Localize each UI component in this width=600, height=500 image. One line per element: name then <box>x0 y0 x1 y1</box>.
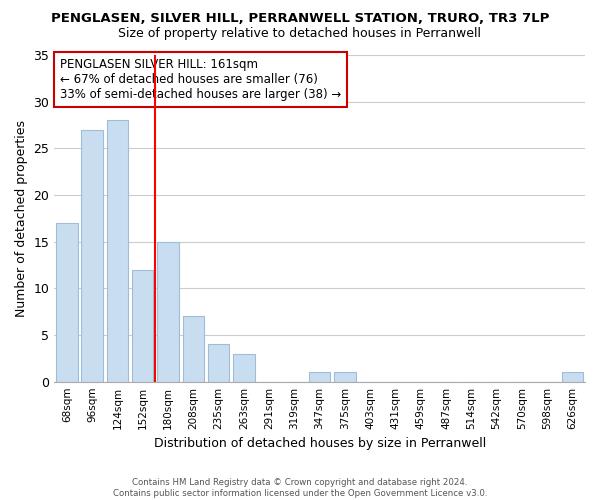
Text: Contains HM Land Registry data © Crown copyright and database right 2024.
Contai: Contains HM Land Registry data © Crown c… <box>113 478 487 498</box>
Bar <box>132 270 154 382</box>
Bar <box>157 242 179 382</box>
X-axis label: Distribution of detached houses by size in Perranwell: Distribution of detached houses by size … <box>154 437 486 450</box>
Bar <box>107 120 128 382</box>
Bar <box>562 372 583 382</box>
Bar <box>182 316 204 382</box>
Bar <box>233 354 254 382</box>
Text: PENGLASEN SILVER HILL: 161sqm
← 67% of detached houses are smaller (76)
33% of s: PENGLASEN SILVER HILL: 161sqm ← 67% of d… <box>59 58 341 102</box>
Y-axis label: Number of detached properties: Number of detached properties <box>15 120 28 317</box>
Text: PENGLASEN, SILVER HILL, PERRANWELL STATION, TRURO, TR3 7LP: PENGLASEN, SILVER HILL, PERRANWELL STATI… <box>51 12 549 26</box>
Text: Size of property relative to detached houses in Perranwell: Size of property relative to detached ho… <box>119 28 482 40</box>
Bar <box>208 344 229 382</box>
Bar <box>82 130 103 382</box>
Bar <box>309 372 331 382</box>
Bar <box>334 372 356 382</box>
Bar <box>56 223 77 382</box>
